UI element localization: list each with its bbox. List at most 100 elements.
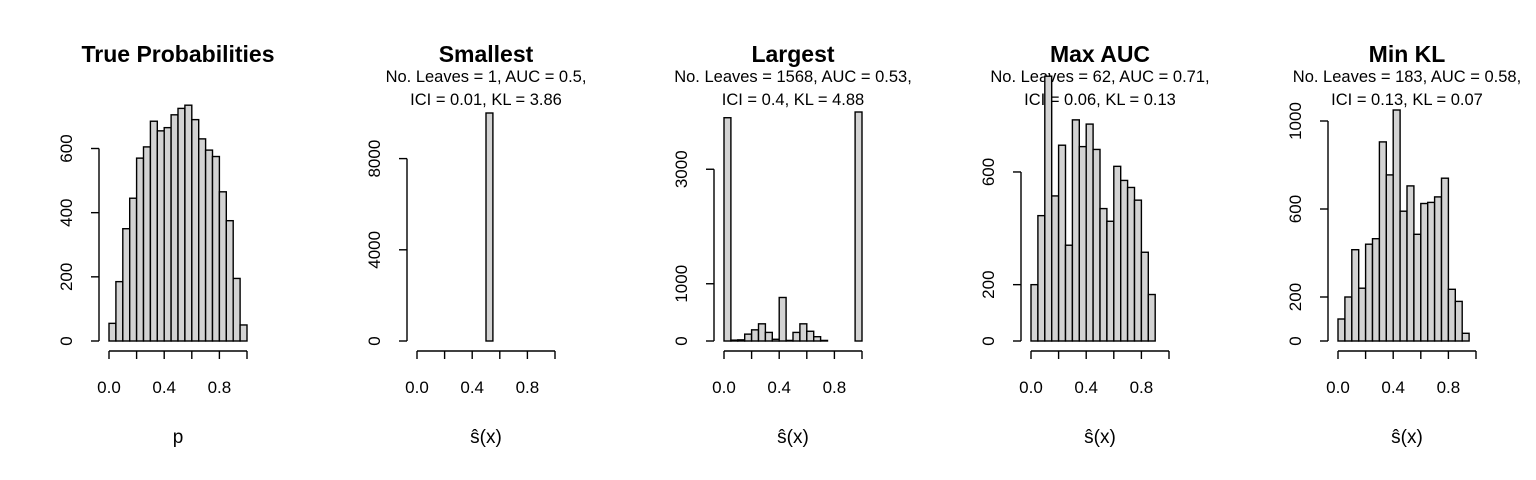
- y-tick-label: 0: [365, 336, 384, 345]
- histogram-bar: [819, 339, 829, 342]
- y-tick-label: 600: [979, 158, 998, 186]
- histogram-bar: [211, 155, 221, 342]
- histogram-bar: [1126, 186, 1136, 342]
- histogram-bar: [771, 338, 780, 342]
- x-axis-label: ŝ(x): [777, 427, 809, 448]
- histogram-bar: [744, 333, 753, 342]
- histogram-bar: [1440, 177, 1450, 342]
- histogram-bar: [1078, 145, 1087, 342]
- histogram-bar: [764, 331, 774, 342]
- histogram-bar: [191, 118, 200, 342]
- histogram-bar: [232, 277, 241, 342]
- histogram-bar: [128, 197, 138, 342]
- histogram-bar: [1140, 251, 1150, 342]
- histogram-bar: [1413, 233, 1422, 342]
- histogram-bar: [142, 146, 152, 342]
- histogram-bar: [149, 120, 158, 342]
- x-tick-label: 0.4: [1381, 378, 1405, 397]
- panel-subtitle-line: ICI = 0.06, KL = 0.13: [1024, 91, 1176, 109]
- panel-subtitle-line: ICI = 0.4, KL = 4.88: [722, 91, 864, 109]
- histogram-bar: [792, 331, 801, 342]
- y-tick-label: 8000: [365, 140, 384, 178]
- panel-subtitle-line: ICI = 0.01, KL = 3.86: [410, 91, 562, 109]
- histogram-bar: [1392, 109, 1401, 342]
- histogram-bar: [757, 323, 767, 342]
- panel-subtitle-line: No. Leaves = 1568, AUC = 0.53,: [674, 68, 912, 86]
- histogram-bar: [1044, 75, 1053, 342]
- histogram-bar: [163, 126, 172, 342]
- histogram-bar: [750, 329, 760, 342]
- histogram-bar: [1064, 244, 1074, 342]
- panel-title: True Probabilities: [82, 41, 275, 67]
- y-tick-label: 200: [57, 263, 76, 291]
- panel-title: Largest: [751, 41, 834, 67]
- histogram-bar: [1357, 287, 1367, 342]
- histogram-bar: [1057, 144, 1067, 342]
- y-tick-label: 1000: [672, 265, 691, 303]
- x-tick-label: 0.8: [516, 378, 540, 397]
- x-axis-label: ŝ(x): [1084, 427, 1116, 448]
- histogram-bar: [170, 114, 179, 342]
- panel-subtitle-line: ICI = 0.13, KL = 0.07: [1331, 91, 1483, 109]
- histogram-bar: [1071, 119, 1081, 342]
- panel-subtitle-line: No. Leaves = 62, AUC = 0.71,: [990, 68, 1209, 86]
- x-tick-label: 0.0: [1326, 378, 1350, 397]
- histogram-bar: [799, 323, 808, 342]
- histogram-bar: [1378, 141, 1388, 342]
- histogram-bar: [122, 228, 131, 342]
- histogram-bar: [1099, 207, 1108, 342]
- histogram-bar: [1092, 148, 1101, 342]
- x-tick-label: 0.4: [460, 378, 484, 397]
- histogram-bar: [737, 339, 746, 342]
- histogram-bar: [108, 322, 117, 342]
- histogram-bar: [1113, 165, 1122, 342]
- histogram-bar: [813, 336, 822, 342]
- histogram-bar: [239, 324, 248, 342]
- x-tick-label: 0.8: [823, 378, 847, 397]
- histogram-bar: [1461, 332, 1470, 342]
- y-tick-label: 200: [1286, 283, 1305, 311]
- y-tick-label: 3000: [672, 150, 691, 188]
- histogram-bar: [854, 111, 863, 342]
- y-tick-label: 1000: [1286, 102, 1305, 140]
- x-axis-label: ŝ(x): [470, 427, 502, 448]
- histogram-bar: [778, 296, 787, 342]
- histogram-bar: [197, 138, 207, 342]
- histogram-bar: [1433, 196, 1443, 342]
- x-tick-label: 0.0: [405, 378, 429, 397]
- histogram-bar: [1085, 123, 1094, 342]
- x-tick-label: 0.4: [1074, 378, 1098, 397]
- histogram-bar: [730, 339, 739, 342]
- panel-subtitle-line: No. Leaves = 1, AUC = 0.5,: [386, 68, 587, 86]
- histogram-bar: [1037, 214, 1046, 342]
- histogram-bar: [177, 107, 186, 342]
- x-tick-label: 0.0: [97, 378, 121, 397]
- x-axis-label: p: [173, 427, 184, 448]
- panel-title: Smallest: [439, 41, 534, 67]
- y-tick-label: 0: [672, 336, 691, 345]
- y-tick-label: 0: [979, 336, 998, 345]
- histogram-bar: [1406, 185, 1415, 342]
- histogram-bar: [1426, 201, 1436, 342]
- x-axis-label: ŝ(x): [1391, 427, 1423, 448]
- histogram-bar: [485, 112, 494, 342]
- x-tick-label: 0.8: [208, 378, 232, 397]
- x-tick-label: 0.4: [152, 378, 176, 397]
- histogram-bar: [156, 130, 165, 342]
- panel-title: Max AUC: [1050, 41, 1150, 67]
- histogram-bar: [115, 280, 124, 342]
- histogram-bar: [1337, 318, 1346, 342]
- x-tick-label: 0.4: [767, 378, 791, 397]
- histogram-bar: [1147, 293, 1156, 342]
- histogram-bar: [1106, 220, 1115, 342]
- histogram-bar: [1133, 199, 1143, 342]
- histogram-bar: [806, 330, 815, 342]
- histogram-bar: [1119, 179, 1129, 342]
- histogram-bar: [1344, 296, 1353, 342]
- histogram-bar: [1454, 300, 1463, 342]
